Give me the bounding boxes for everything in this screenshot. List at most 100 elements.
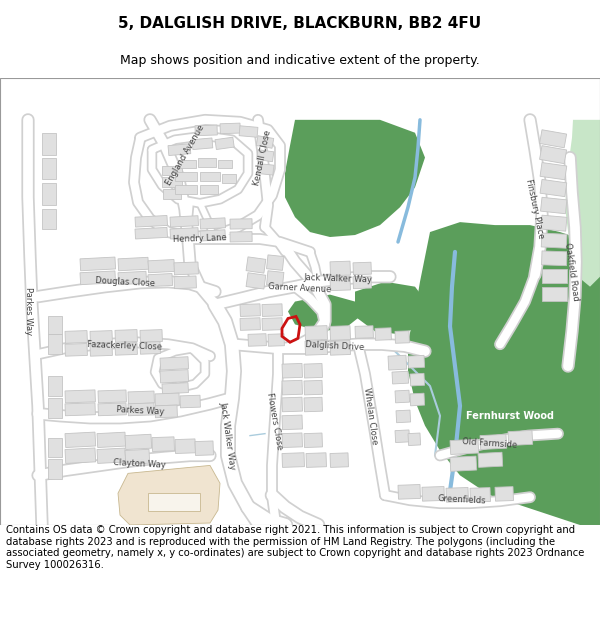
Bar bbox=[118, 258, 149, 271]
Bar bbox=[268, 334, 284, 346]
Bar bbox=[508, 431, 533, 446]
Bar bbox=[128, 403, 154, 416]
Bar bbox=[446, 488, 469, 502]
Bar bbox=[118, 271, 146, 284]
Bar bbox=[163, 189, 181, 199]
Bar bbox=[200, 218, 226, 229]
Text: Greenfields: Greenfields bbox=[437, 494, 487, 506]
Bar bbox=[542, 251, 567, 266]
Bar bbox=[48, 376, 62, 396]
Bar bbox=[262, 304, 283, 316]
Bar bbox=[175, 439, 196, 454]
Text: Fazackerley Close: Fazackerley Close bbox=[88, 341, 163, 352]
Bar bbox=[42, 132, 56, 154]
Bar bbox=[135, 228, 167, 239]
Bar bbox=[330, 326, 350, 340]
Text: Whelan Close: Whelan Close bbox=[362, 387, 379, 445]
Bar bbox=[140, 342, 160, 354]
Bar bbox=[200, 230, 226, 241]
Bar bbox=[155, 405, 178, 418]
Bar bbox=[304, 364, 322, 378]
Bar bbox=[148, 259, 175, 272]
Bar bbox=[305, 326, 328, 340]
Bar bbox=[48, 459, 62, 479]
Bar bbox=[239, 126, 258, 138]
Bar bbox=[180, 395, 200, 408]
Bar bbox=[174, 262, 199, 275]
Bar bbox=[135, 216, 167, 227]
Bar bbox=[306, 452, 326, 468]
Bar bbox=[48, 438, 62, 458]
Text: Contains OS data © Crown copyright and database right 2021. This information is : Contains OS data © Crown copyright and d… bbox=[6, 525, 584, 570]
Bar bbox=[408, 356, 425, 368]
Bar bbox=[215, 138, 234, 149]
Bar bbox=[152, 437, 175, 451]
Text: Douglas Close: Douglas Close bbox=[95, 276, 155, 288]
Bar bbox=[115, 342, 137, 355]
Bar bbox=[330, 341, 350, 355]
Bar bbox=[422, 486, 445, 501]
Bar bbox=[222, 174, 236, 183]
Bar bbox=[541, 233, 567, 248]
Bar bbox=[90, 331, 112, 343]
Bar bbox=[174, 276, 196, 289]
Bar bbox=[450, 439, 479, 454]
Bar bbox=[450, 456, 476, 471]
Bar bbox=[282, 363, 302, 378]
Bar bbox=[155, 393, 179, 406]
Bar bbox=[355, 326, 373, 338]
Text: Parkes Way: Parkes Way bbox=[23, 288, 32, 336]
Bar bbox=[266, 271, 284, 286]
Bar bbox=[65, 344, 88, 356]
Bar bbox=[353, 262, 371, 275]
Bar bbox=[248, 334, 266, 346]
Bar bbox=[395, 390, 410, 403]
Text: Garner Avenue: Garner Avenue bbox=[268, 282, 332, 295]
Bar bbox=[539, 130, 566, 148]
Bar bbox=[98, 390, 127, 403]
Bar bbox=[125, 449, 149, 464]
Bar bbox=[162, 166, 182, 176]
Bar bbox=[541, 215, 567, 231]
Text: Oakfield Road: Oakfield Road bbox=[563, 242, 581, 301]
Bar bbox=[65, 402, 95, 416]
Bar bbox=[170, 228, 199, 239]
Bar bbox=[353, 276, 371, 289]
Bar bbox=[48, 316, 62, 334]
Bar bbox=[398, 484, 421, 499]
Bar bbox=[170, 216, 199, 227]
Bar bbox=[304, 381, 322, 395]
Text: Jack Walker Way: Jack Walker Way bbox=[219, 401, 237, 471]
Bar bbox=[410, 393, 425, 406]
Bar bbox=[410, 373, 425, 386]
Bar bbox=[90, 344, 112, 356]
Bar bbox=[218, 159, 232, 169]
Bar bbox=[195, 441, 214, 456]
Bar bbox=[542, 287, 567, 301]
Bar bbox=[192, 138, 213, 149]
Bar bbox=[98, 403, 127, 416]
Bar bbox=[539, 146, 566, 164]
Bar bbox=[65, 390, 95, 403]
Bar bbox=[282, 452, 304, 468]
Bar bbox=[480, 434, 506, 449]
Text: Jack Walker Way: Jack Walker Way bbox=[304, 273, 373, 284]
Bar bbox=[48, 398, 62, 418]
Bar bbox=[540, 162, 567, 180]
Bar bbox=[80, 271, 116, 284]
Bar bbox=[388, 355, 407, 370]
Bar bbox=[160, 369, 188, 383]
Bar bbox=[282, 433, 302, 447]
Text: 5, DALGLISH DRIVE, BLACKBURN, BB2 4FU: 5, DALGLISH DRIVE, BLACKBURN, BB2 4FU bbox=[118, 16, 482, 31]
Bar bbox=[162, 177, 182, 187]
Bar bbox=[330, 453, 349, 468]
Polygon shape bbox=[118, 466, 220, 525]
Bar bbox=[42, 183, 56, 205]
Bar bbox=[115, 329, 137, 342]
Bar bbox=[395, 430, 410, 442]
Bar bbox=[392, 371, 409, 384]
Bar bbox=[230, 232, 252, 242]
Bar bbox=[175, 173, 197, 181]
Bar bbox=[282, 415, 302, 429]
Bar bbox=[162, 382, 188, 394]
